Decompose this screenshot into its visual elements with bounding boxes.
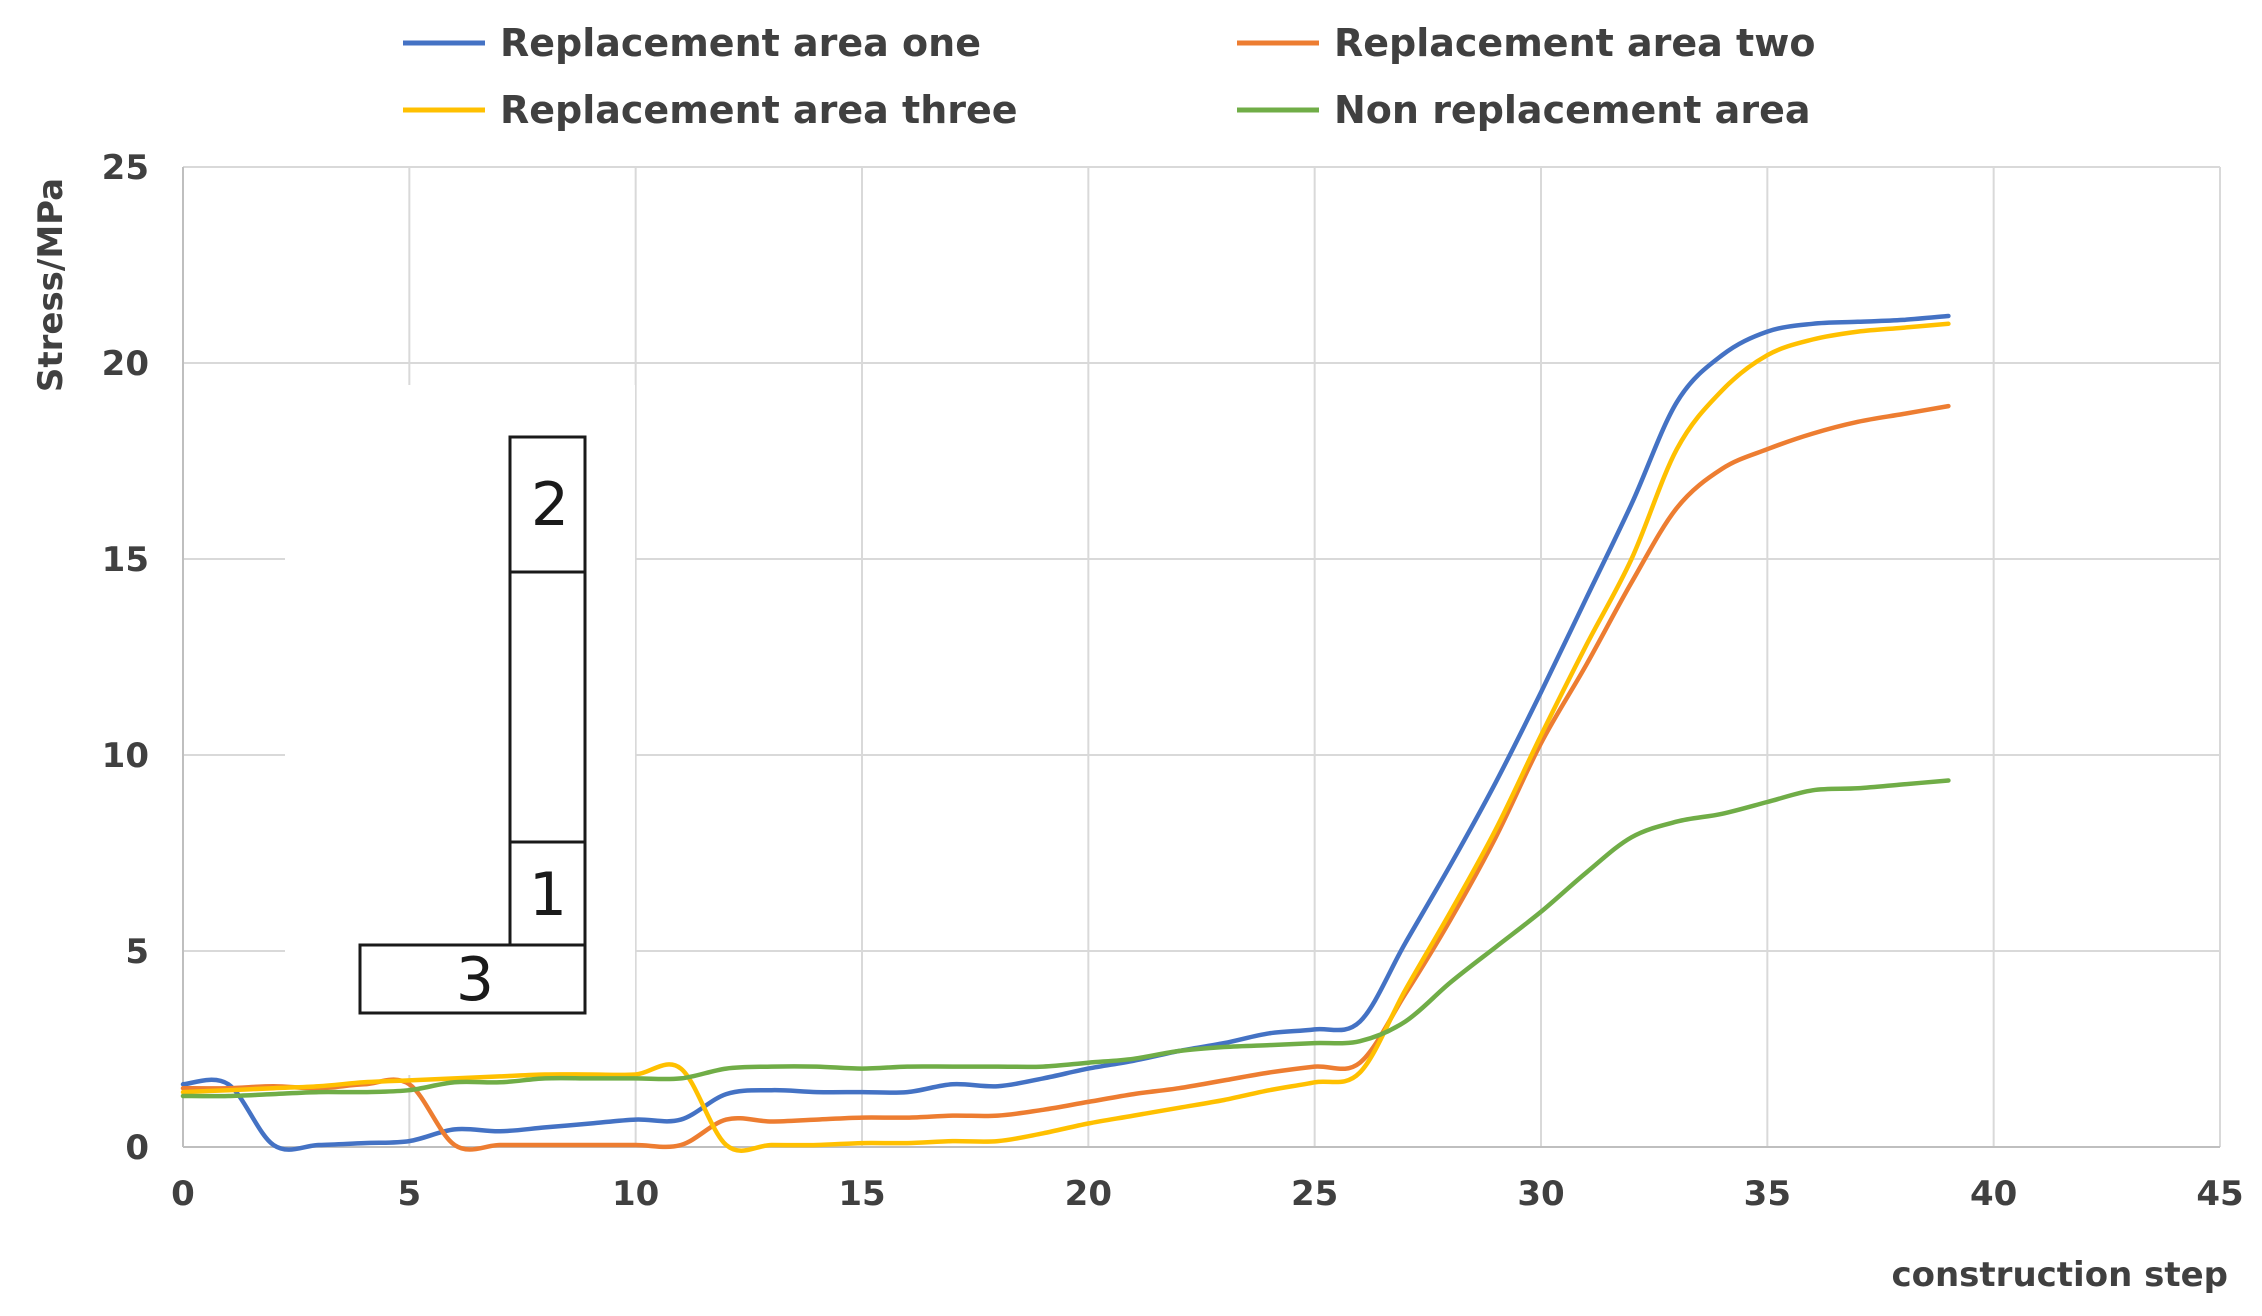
y-tick-label-4: 20 bbox=[102, 344, 149, 384]
y-tick-labels: 0 5 10 15 20 25 bbox=[102, 148, 149, 1168]
x-tick-label-0: 0 bbox=[171, 1174, 195, 1214]
inset-background bbox=[285, 385, 635, 1075]
x-tick-label-8: 40 bbox=[1970, 1174, 2017, 1214]
y-tick-label-1: 5 bbox=[125, 932, 149, 972]
y-tick-label-0: 0 bbox=[125, 1128, 149, 1168]
x-tick-label-9: 45 bbox=[2196, 1174, 2243, 1214]
y-axis-title: Stress/MPa bbox=[31, 178, 71, 392]
x-tick-labels: 0 5 10 15 20 25 30 35 40 45 bbox=[171, 1174, 2244, 1214]
series-lines bbox=[180, 313, 1951, 1153]
y-tick-label-5: 25 bbox=[102, 148, 149, 188]
x-axis-title: construction step bbox=[1891, 1255, 2228, 1295]
x-tick-label-7: 35 bbox=[1744, 1174, 1791, 1214]
inset-label-1: 1 bbox=[529, 860, 567, 930]
inset-box-3 bbox=[358, 943, 587, 1015]
legend-label-3: Replacement area three bbox=[500, 88, 1018, 132]
y-tick-label-3: 15 bbox=[102, 540, 149, 580]
x-tick-label-6: 30 bbox=[1517, 1174, 1564, 1214]
x-tick-label-1: 5 bbox=[397, 1174, 421, 1214]
inset-schematic: 2 1 3 bbox=[285, 385, 635, 1075]
series-line-3 bbox=[180, 321, 1951, 1153]
x-tick-label-3: 15 bbox=[838, 1174, 885, 1214]
legend-label-2: Replacement area two bbox=[1334, 21, 1815, 65]
x-tick-label-5: 25 bbox=[1291, 1174, 1338, 1214]
legend-label-4: Non replacement area bbox=[1334, 88, 1810, 132]
series-line-2 bbox=[180, 403, 1951, 1152]
x-tick-label-4: 20 bbox=[1065, 1174, 1112, 1214]
series-line-1 bbox=[180, 313, 1951, 1152]
legend: Replacement area one Replacement area two… bbox=[403, 21, 1815, 132]
inset-label-2: 2 bbox=[531, 470, 569, 540]
y-tick-label-2: 10 bbox=[102, 736, 149, 776]
x-tick-label-2: 10 bbox=[612, 1174, 659, 1214]
inset-label-3: 3 bbox=[456, 945, 494, 1015]
legend-label-1: Replacement area one bbox=[500, 21, 981, 65]
series-line-4 bbox=[180, 778, 1951, 1099]
